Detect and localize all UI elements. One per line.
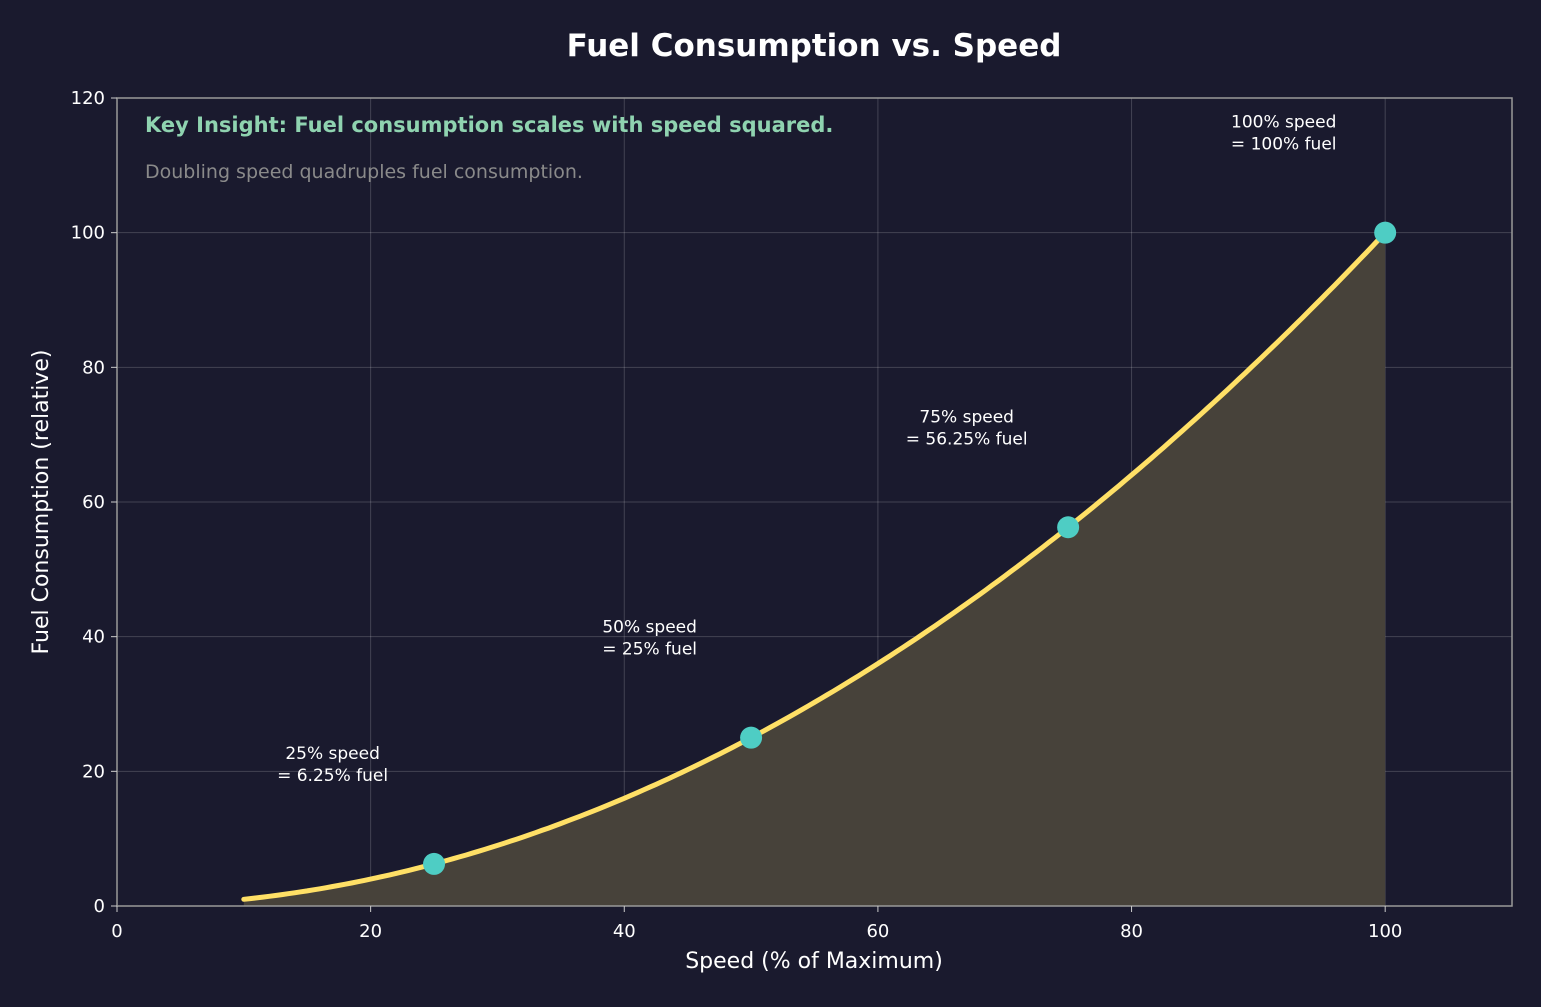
area-layer — [243, 232, 1386, 906]
ticks: 0 20 40 60 80 100 0 20 40 60 80 100 120 — [71, 88, 1403, 942]
marks: 25% speed= 6.25% fuel 50% speed= 25% fuel… — [241, 113, 1397, 902]
data-point-marker — [423, 852, 446, 875]
x-axis-label: Speed (% of Maximum) — [685, 949, 943, 974]
x-tick-label: 80 — [1120, 921, 1143, 942]
x-tick-label: 0 — [111, 921, 122, 942]
insight-text: Doubling speed quadruples fuel consumpti… — [145, 161, 583, 183]
y-tick-label: 100 — [71, 223, 105, 244]
data-point-marker — [740, 726, 763, 749]
x-tick-label: 60 — [866, 921, 889, 942]
y-tick-label: 80 — [82, 357, 105, 378]
x-tick-label: 20 — [359, 921, 382, 942]
y-tick-label: 0 — [94, 896, 105, 917]
chart-title: Fuel Consumption vs. Speed — [567, 28, 1062, 64]
y-tick-label: 40 — [82, 627, 105, 648]
point-annotation-line2: = 6.25% fuel — [277, 766, 388, 786]
y-tick-label: 60 — [82, 492, 105, 513]
y-tick-label: 20 — [82, 761, 105, 782]
y-tick-label: 120 — [71, 88, 105, 109]
point-annotation-line1: 100% speed — [1231, 113, 1336, 133]
point-annotation-line1: 75% speed — [919, 407, 1014, 427]
point-annotation-line2: = 100% fuel — [1231, 135, 1337, 155]
point-annotation-line2: = 25% fuel — [602, 640, 697, 660]
area-fill — [243, 232, 1386, 906]
x-tick-label: 100 — [1368, 921, 1402, 942]
data-point-marker — [1057, 516, 1080, 539]
insight-title: Key Insight: Fuel consumption scales wit… — [145, 113, 833, 137]
x-tick-label: 40 — [613, 921, 636, 942]
point-annotation-line2: = 56.25% fuel — [906, 429, 1028, 449]
data-point-marker — [1374, 221, 1397, 244]
y-axis-label: Fuel Consumption (relative) — [29, 350, 54, 655]
point-annotation-line1: 25% speed — [285, 744, 380, 764]
point-annotation-line1: 50% speed — [602, 618, 697, 638]
